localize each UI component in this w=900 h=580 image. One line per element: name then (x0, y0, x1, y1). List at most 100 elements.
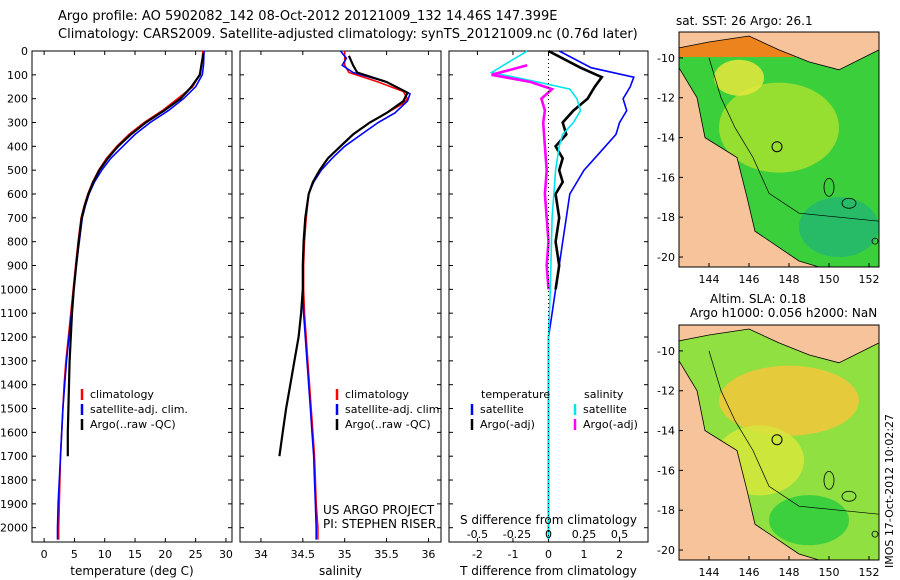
series-line (302, 50, 411, 540)
salinity-xtick-label: 35.5 (374, 548, 399, 561)
salinity-xtick-label: 35 (338, 548, 352, 561)
depth-tick-label: 600 (7, 188, 28, 201)
sla-map-xtick-label: 144 (699, 566, 720, 579)
series-line (56, 50, 205, 540)
sla-map-xtick-label: 146 (739, 566, 760, 579)
pi-label: PI: STEPHEN RISER (323, 517, 437, 531)
salinity-xtick-label: 34 (254, 548, 268, 561)
sla-map-ytick-label: -14 (657, 425, 675, 438)
salinity-diff-tick-label: 0.5 (611, 528, 629, 541)
legend-label: Argo(-adj) (480, 418, 535, 431)
sla-map-subtitle: Argo h1000: 0.056 h2000: NaN (690, 306, 878, 320)
sla-map-xtick-label: 148 (779, 566, 800, 579)
sla-map-xtick-label: 152 (859, 566, 880, 579)
depth-tick-label: 300 (7, 117, 28, 130)
sla-map-ytick-label: -16 (657, 464, 675, 477)
salinity-xlabel: salinity (319, 564, 362, 578)
sst-map-group (678, 31, 880, 268)
differences-xtick-label: 1 (581, 548, 588, 561)
depth-tick-label: 500 (7, 164, 28, 177)
reef-outline (841, 490, 857, 502)
sst-map-frame (678, 31, 880, 268)
depth-tick-label: 1700 (0, 450, 28, 463)
depth-tick-label: 2000 (0, 522, 28, 535)
reef-outline (823, 470, 835, 490)
sst-map-xtick-label: 146 (739, 273, 760, 286)
sla-map-title: Altim. SLA: 0.18 (710, 292, 807, 306)
salinity-diff-tick-label: -0.25 (503, 528, 531, 541)
series-line (547, 50, 635, 540)
argo-position-marker (771, 434, 783, 446)
sla-map-ytick-label: -20 (657, 544, 675, 557)
sst-cool-patch (799, 197, 879, 258)
legend-label: satellite (480, 403, 524, 416)
differences-xtick-label: -1 (507, 548, 518, 561)
salinity-diff-xlabel: S difference from climatology (460, 513, 637, 527)
salinity-diff-tick-label: -0.5 (467, 528, 488, 541)
project-label: US ARGO PROJECT (323, 503, 435, 517)
depth-tick-label: 0 (21, 45, 28, 58)
sst-map-ytick-label: -16 (657, 171, 675, 184)
legend-label: satellite-adj. clim. (90, 403, 188, 416)
depth-tick-label: 100 (7, 69, 28, 82)
bathymetry-contour (708, 350, 880, 515)
sst-map-ytick-label: -10 (657, 52, 675, 65)
sst-map-ytick-label: -14 (657, 132, 675, 145)
legend-label: Argo(..raw -QC) (345, 418, 431, 431)
sla-map-xtick-label: 150 (819, 566, 840, 579)
series-line (489, 50, 582, 540)
differences-xlabel: T difference from climatology (459, 564, 637, 578)
sst-map-xtick-label: 148 (779, 273, 800, 286)
sla-map-frame (678, 324, 880, 561)
salinity-xtick-label: 36 (421, 548, 435, 561)
sst-map-title: sat. SST: 26 Argo: 26.1 (676, 14, 813, 28)
reef-marker (871, 237, 879, 245)
argo-position-marker (771, 141, 783, 153)
depth-tick-label: 400 (7, 140, 28, 153)
salinity-diff-tick-label: 0.25 (572, 528, 597, 541)
sst-map-xtick-label: 144 (699, 273, 720, 286)
sst-map-ytick-label: -12 (657, 92, 675, 105)
sst-map-xtick-label: 150 (819, 273, 840, 286)
sst-yellow-patch (714, 59, 764, 96)
temperature-xtick-label: 15 (128, 548, 142, 561)
depth-tick-label: 1400 (0, 379, 28, 392)
legend-label: climatology (90, 388, 154, 401)
bathymetry-contour (708, 57, 880, 222)
sla-map-ytick-label: -10 (657, 345, 675, 358)
legend-label: satellite-adj. clim. (345, 403, 443, 416)
series-line (57, 50, 204, 540)
depth-tick-label: 1600 (0, 426, 28, 439)
temperature-xtick-label: 0 (41, 548, 48, 561)
reef-outline (841, 197, 857, 209)
sst-map-ytick-label: -18 (657, 211, 675, 224)
legend-label: satellite (583, 403, 627, 416)
legend-title-temperature: temperature (481, 388, 550, 401)
depth-tick-label: 1800 (0, 474, 28, 487)
reef-marker (871, 530, 879, 538)
legend-label: Argo(-adj) (583, 418, 638, 431)
temperature-xtick-label: 25 (189, 548, 203, 561)
credit-label: IMOS 17-Oct-2012 10:02:27 (883, 413, 896, 568)
depth-tick-label: 200 (7, 93, 28, 106)
temperature-xtick-label: 30 (219, 548, 233, 561)
series-line (491, 64, 555, 290)
legend-label: climatology (345, 388, 409, 401)
temperature-frame (31, 50, 233, 543)
figure-title-line2: Climatology: CARS2009. Satellite-adjuste… (58, 27, 638, 42)
depth-tick-label: 800 (7, 236, 28, 249)
temperature-xlabel: temperature (deg C) (70, 564, 193, 578)
sst-warm-patch (719, 82, 839, 173)
depth-tick-label: 700 (7, 212, 28, 225)
salinity-diff-tick-label: 0 (545, 528, 552, 541)
salinity-frame (239, 50, 442, 543)
salinity-xtick-label: 34.5 (291, 548, 316, 561)
sla-map-ytick-label: -18 (657, 504, 675, 517)
series-line (302, 51, 409, 540)
sla-map-ytick-label: -12 (657, 385, 675, 398)
depth-tick-label: 1300 (0, 355, 28, 368)
differences-xtick-label: 2 (616, 548, 623, 561)
depth-tick-label: 1100 (0, 307, 28, 320)
